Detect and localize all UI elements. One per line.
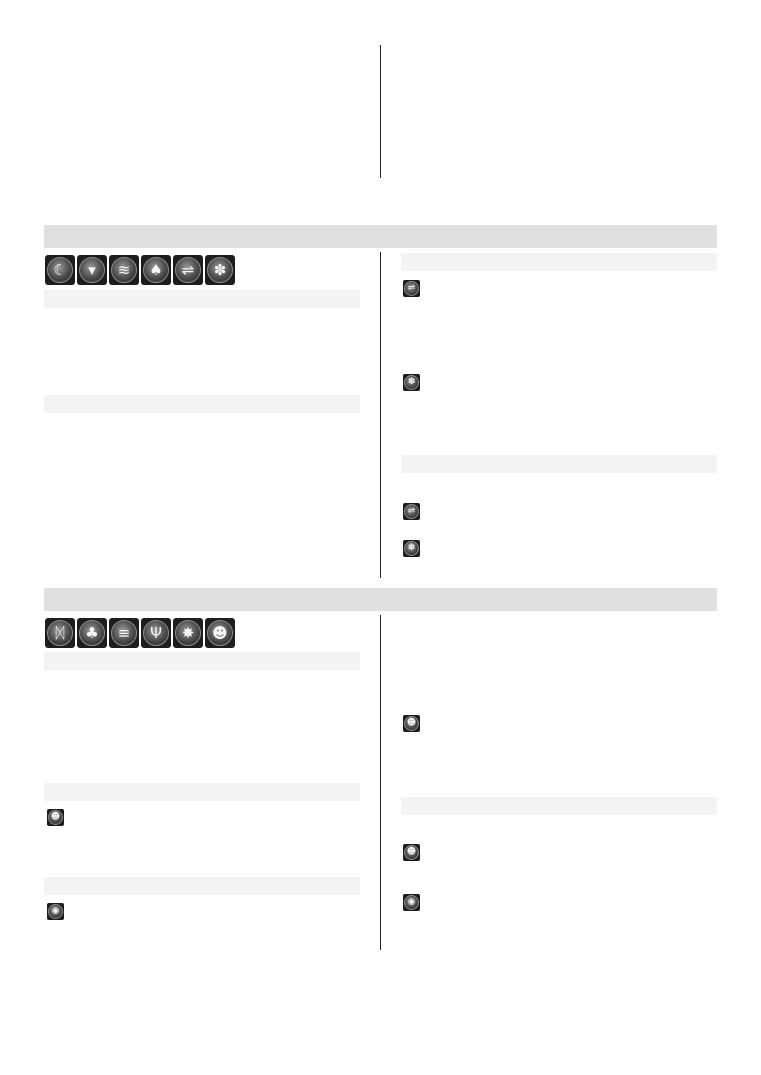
- column-divider-section-2: [380, 615, 381, 950]
- section-2-left-bar-3: [44, 877, 360, 895]
- skull-icon: ☻: [403, 844, 420, 861]
- spider-icon: ✸: [173, 618, 203, 648]
- section-1-right-bar-1: [401, 253, 717, 271]
- section-1-left-bar-1: [44, 290, 360, 308]
- paw-icon: ✽: [205, 255, 235, 285]
- section-2-right-bar-1: [401, 797, 717, 815]
- vortex-icon: ◉: [403, 894, 420, 911]
- skull-icon: ☻: [47, 809, 64, 826]
- column-divider-section-1: [380, 252, 381, 578]
- section-2-left-bar-2: [44, 783, 360, 801]
- hooded-figure-icon: ♠: [141, 255, 171, 285]
- skull-icon: ☻: [205, 618, 235, 648]
- whip-icon: ⇌: [403, 503, 420, 520]
- section-1-icon-row: ☾ ▾ ≋ ♠ ⇌ ✽: [45, 255, 235, 285]
- paw-icon: ✽: [403, 540, 420, 557]
- whip-icon: ⇌: [403, 280, 420, 297]
- dead-tree-icon: Ψ: [141, 618, 171, 648]
- section-1-right-bar-2: [401, 455, 717, 473]
- column-divider-top: [380, 45, 381, 178]
- whip-icon: ⇌: [173, 255, 203, 285]
- moon-icon: ☾: [45, 255, 75, 285]
- vortex-icon: ◉: [47, 903, 64, 920]
- section-1-left-bar-2: [44, 395, 360, 413]
- fox-icon: ▾: [77, 255, 107, 285]
- flames-icon: ≋: [109, 255, 139, 285]
- claw-icon: ≡: [109, 618, 139, 648]
- rune-icon: ᛞ: [45, 618, 75, 648]
- section-1-header-band: [44, 225, 717, 248]
- pine-tree-icon: ♣: [77, 618, 107, 648]
- section-2-icon-row: ᛞ ♣ ≡ Ψ ✸ ☻: [45, 618, 235, 648]
- paw-icon: ✽: [403, 374, 420, 391]
- skull-icon: ☻: [403, 715, 420, 732]
- section-2-left-bar-1: [44, 652, 360, 670]
- section-2-header-band: [44, 588, 717, 611]
